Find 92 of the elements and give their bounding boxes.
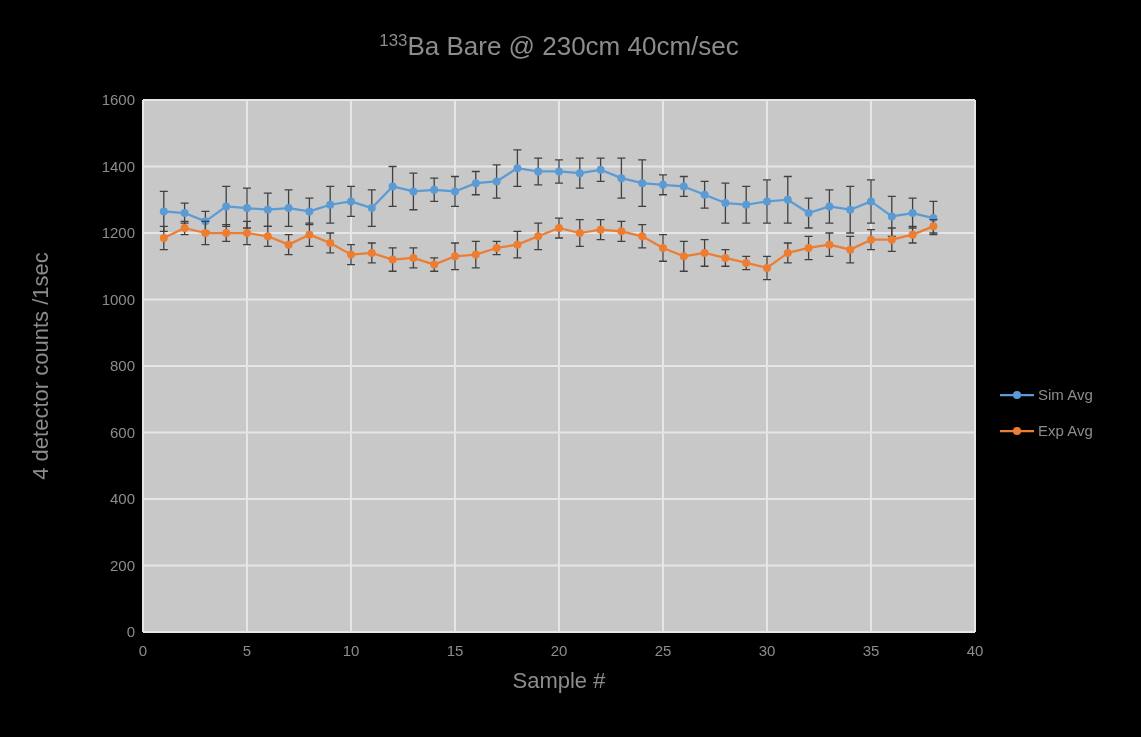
- point: [596, 225, 605, 234]
- point: [638, 232, 647, 241]
- point: [388, 255, 397, 264]
- point: [804, 243, 813, 252]
- point: [492, 177, 501, 186]
- point: [659, 243, 667, 252]
- point: [284, 204, 293, 213]
- point: [721, 199, 730, 208]
- point: [763, 197, 771, 206]
- y-tick-label: 800: [109, 357, 135, 375]
- point: [326, 200, 335, 209]
- x-tick-label: 40: [966, 642, 984, 659]
- point: [180, 209, 189, 218]
- point: [513, 240, 522, 249]
- x-tick-label: 0: [138, 642, 148, 659]
- point: [846, 205, 855, 214]
- point: [347, 197, 355, 206]
- point: [846, 245, 855, 254]
- point: [388, 182, 397, 191]
- y-tick-label: 200: [109, 556, 135, 574]
- point: [201, 229, 210, 237]
- point: [243, 229, 251, 237]
- point: [783, 248, 792, 257]
- x-tick-label: 5: [242, 642, 252, 659]
- x-tick-label: 15: [446, 642, 464, 659]
- point: [825, 202, 834, 211]
- point: [367, 248, 376, 257]
- legend-label: Exp Avg: [1038, 422, 1093, 440]
- point: [742, 200, 751, 209]
- x-tick-label: 20: [550, 642, 568, 659]
- point: [222, 202, 231, 211]
- point: [534, 232, 543, 241]
- point: [887, 235, 896, 244]
- point: [575, 229, 584, 237]
- point: [409, 187, 418, 196]
- point: [222, 229, 231, 237]
- point: [471, 179, 480, 188]
- point: [617, 174, 626, 183]
- point: [867, 197, 875, 206]
- point: [617, 227, 626, 236]
- x-tick-label: 35: [862, 642, 880, 659]
- y-axis-title: 4 detector counts /1sec: [28, 252, 53, 480]
- point: [263, 205, 272, 214]
- point: [700, 190, 709, 199]
- point: [804, 209, 813, 218]
- point: [159, 207, 168, 216]
- y-tick-label: 1400: [101, 157, 135, 175]
- point: [451, 252, 459, 261]
- point: [555, 224, 563, 233]
- legend-label: Sim Avg: [1038, 386, 1093, 404]
- point: [305, 230, 314, 239]
- point: [159, 233, 168, 242]
- point: [243, 204, 251, 213]
- point: [555, 167, 563, 176]
- point: [908, 230, 917, 239]
- y-tick-label: 1000: [101, 290, 135, 308]
- point: [575, 169, 584, 178]
- point: [638, 179, 647, 188]
- point: [430, 185, 439, 194]
- point: [409, 253, 418, 262]
- y-tick-label: 400: [109, 490, 135, 508]
- point: [721, 253, 730, 262]
- point: [263, 232, 272, 241]
- point: [763, 263, 771, 272]
- point: [908, 209, 917, 218]
- x-axis-title: Sample #: [512, 668, 607, 693]
- point: [867, 235, 875, 244]
- point: [367, 204, 376, 213]
- y-tick-label: 1200: [101, 224, 135, 242]
- point: [700, 248, 709, 257]
- y-tick-label: 1600: [101, 91, 135, 109]
- point: [679, 182, 688, 191]
- point: [347, 250, 355, 259]
- x-tick-label: 10: [342, 642, 360, 659]
- point: [534, 167, 543, 176]
- point: [326, 238, 335, 247]
- y-tick-label: 600: [109, 423, 135, 441]
- point: [513, 164, 522, 173]
- chart-title: $^{133}$Ba Bare @ 230cm 40cm/sec: [379, 30, 739, 61]
- x-tick-label: 30: [758, 642, 776, 659]
- point: [471, 250, 480, 259]
- point: [887, 212, 896, 221]
- point: [679, 252, 688, 261]
- point: [783, 195, 792, 204]
- point: [825, 240, 834, 249]
- point: [659, 180, 667, 189]
- point: [305, 207, 314, 216]
- x-tick-label: 25: [654, 642, 672, 659]
- y-tick-label: 0: [126, 623, 135, 641]
- point: [451, 187, 459, 196]
- point: [596, 165, 605, 174]
- point: [284, 240, 293, 249]
